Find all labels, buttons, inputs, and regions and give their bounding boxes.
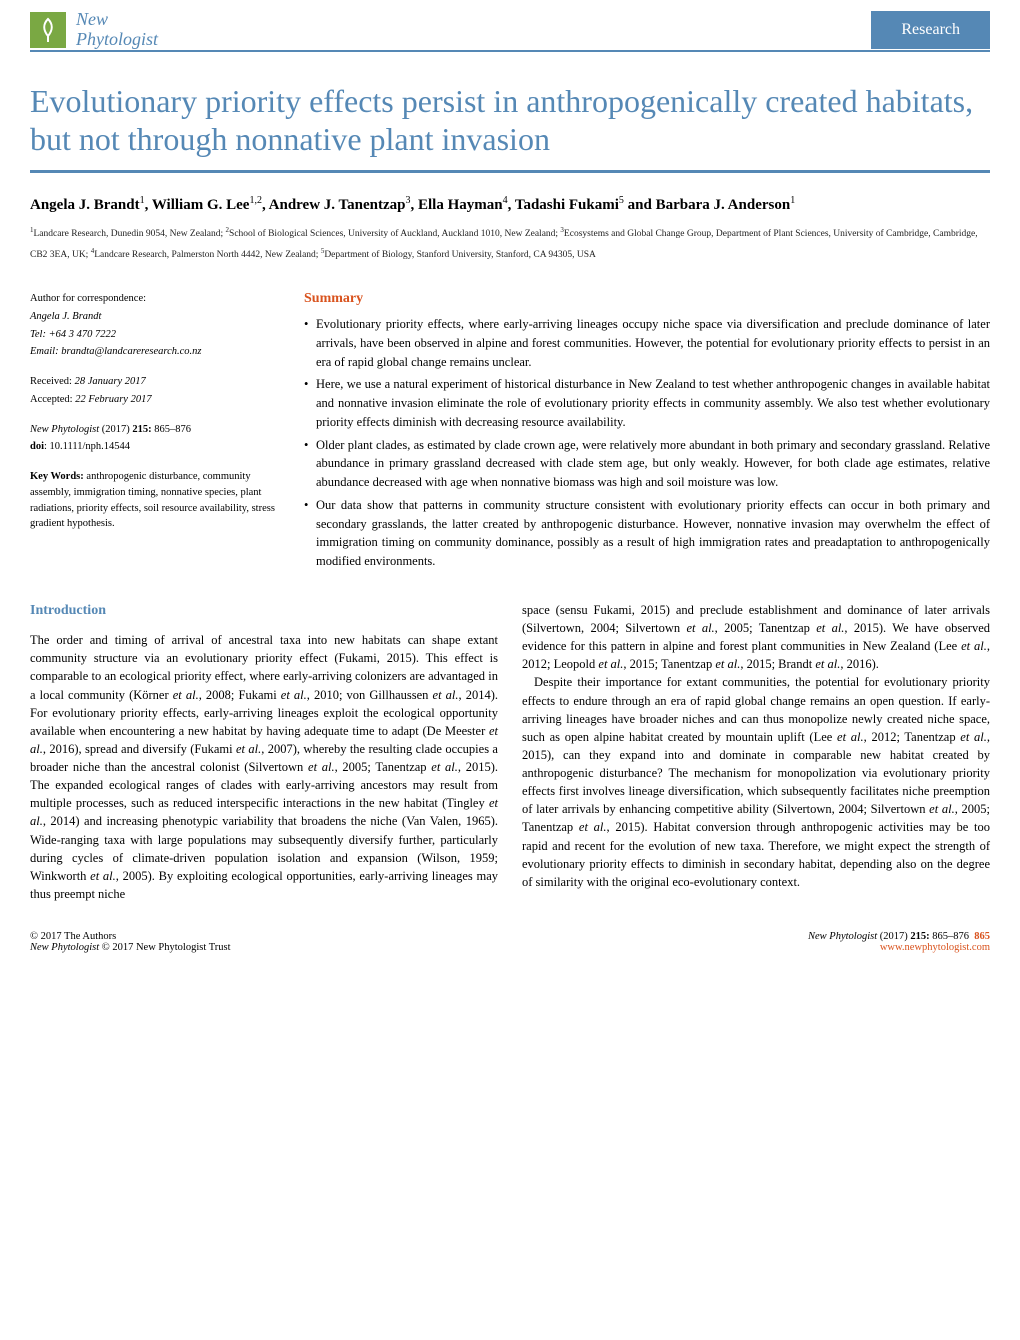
meta-column: Author for correspondence: Angela J. Bra… <box>30 291 280 575</box>
summary-item: Older plant clades, as estimated by clad… <box>304 436 990 492</box>
page-number: 865 <box>974 931 990 942</box>
accepted-date: 22 February 2017 <box>75 394 151 405</box>
corr-tel: Tel: +64 3 470 7222 <box>30 327 280 343</box>
summary-heading: Summary <box>304 291 990 307</box>
summary-item: Evolutionary priority effects, where ear… <box>304 315 990 371</box>
journal-line1: New <box>76 10 158 30</box>
body-col-right: space (sensu Fukami, 2015) and preclude … <box>522 601 990 903</box>
logo-block: New Phytologist <box>30 10 158 50</box>
copyright-line1: © 2017 The Authors <box>30 931 231 942</box>
article-title: Evolutionary priority effects persist in… <box>0 62 1020 171</box>
intro-text-left: The order and timing of arrival of ances… <box>30 631 498 903</box>
authors: Angela J. Brandt1, William G. Lee1,2, An… <box>0 173 1020 223</box>
meta-summary-row: Author for correspondence: Angela J. Bra… <box>0 281 1020 591</box>
logo-icon <box>30 12 66 48</box>
journal-name: New Phytologist <box>76 10 158 50</box>
affiliations: 1Landcare Research, Dunedin 9054, New Ze… <box>0 223 1020 281</box>
section-tab: Research <box>871 11 990 49</box>
journal-line2: Phytologist <box>76 30 158 50</box>
body-col-left: Introduction The order and timing of arr… <box>30 601 498 903</box>
citation: New Phytologist (2017) 215: 865–876 <box>30 422 280 438</box>
summary-item: Here, we use a natural experiment of his… <box>304 375 990 431</box>
body-columns: Introduction The order and timing of arr… <box>0 591 1020 913</box>
footer-url: www.newphytologist.com <box>808 942 990 953</box>
summary-list: Evolutionary priority effects, where ear… <box>304 315 990 571</box>
footer-citation: New Phytologist (2017) 215: 865–876 <box>808 931 969 942</box>
intro-text-right: space (sensu Fukami, 2015) and preclude … <box>522 601 990 891</box>
header-bar: New Phytologist Research <box>0 0 1020 50</box>
header-divider <box>30 50 990 52</box>
received-date: 28 January 2017 <box>75 376 146 387</box>
summary-column: Summary Evolutionary priority effects, w… <box>304 291 990 575</box>
footer-left: © 2017 The Authors New Phytologist © 201… <box>30 931 231 953</box>
keywords-label: Key Words: <box>30 471 86 482</box>
corr-name: Angela J. Brandt <box>30 309 280 325</box>
footer-right: New Phytologist (2017) 215: 865–876 865 … <box>808 931 990 953</box>
summary-item: Our data show that patterns in community… <box>304 496 990 571</box>
corr-email: Email: brandta@landcareresearch.co.nz <box>30 344 280 360</box>
page-footer: © 2017 The Authors New Phytologist © 201… <box>0 913 1020 963</box>
doi: doi <box>30 441 44 452</box>
corr-label: Author for correspondence: <box>30 291 280 307</box>
copyright-line2: New Phytologist © 2017 New Phytologist T… <box>30 942 231 953</box>
intro-heading: Introduction <box>30 601 498 621</box>
